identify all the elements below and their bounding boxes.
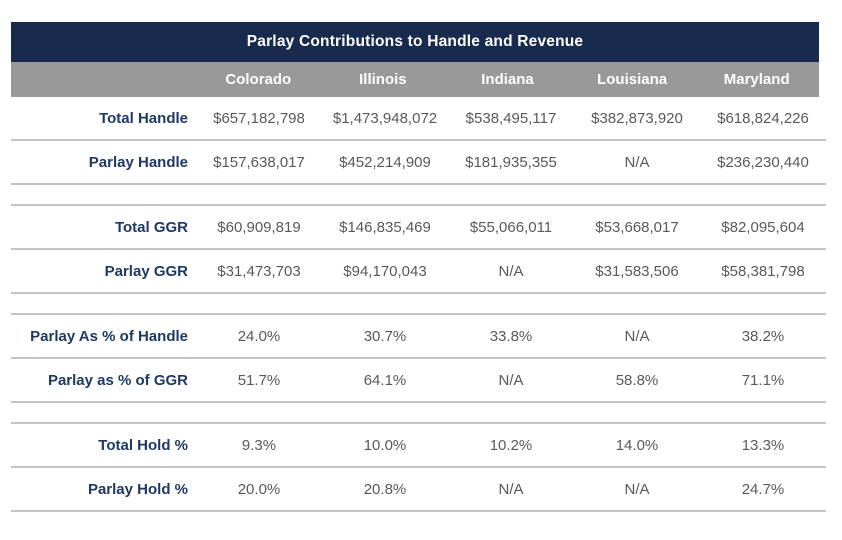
table-title: Parlay Contributions to Handle and Reven… xyxy=(246,33,584,50)
cell-value: $1,473,948,072 xyxy=(332,109,438,127)
cell-value: 14.0% xyxy=(615,436,659,454)
row-label: Parlay Handle xyxy=(88,153,188,171)
cell-value: N/A xyxy=(624,327,650,345)
cell-value: 24.0% xyxy=(237,327,281,345)
table-row-parlay-pct-handle: Parlay As % of Handle 24.0% 30.7% 33.8% … xyxy=(11,315,826,359)
cell-value: $181,935,355 xyxy=(465,153,557,171)
cell-value: 33.8% xyxy=(489,327,533,345)
table-row-total-handle: Total Handle $657,182,798 $1,473,948,072… xyxy=(11,97,826,141)
table-row-total-hold: Total Hold % 9.3% 10.0% 10.2% 14.0% 13.3… xyxy=(11,424,826,468)
cell-value: $31,583,506 xyxy=(595,262,679,280)
cell-value: $538,495,117 xyxy=(465,109,557,127)
cell-value: 30.7% xyxy=(363,327,407,345)
cell-value: 71.1% xyxy=(741,371,785,389)
cell-value: $382,873,920 xyxy=(591,109,683,127)
cell-value: $146,835,469 xyxy=(339,218,431,236)
row-label: Parlay As % of Handle xyxy=(30,327,188,345)
cell-value: N/A xyxy=(624,153,650,171)
cell-value: 20.8% xyxy=(363,480,407,498)
column-header-illinois: Illinois xyxy=(359,71,407,88)
cell-value: $82,095,604 xyxy=(721,218,805,236)
table-row-parlay-ggr: Parlay GGR $31,473,703 $94,170,043 N/A $… xyxy=(11,250,826,294)
cell-value: $55,066,011 xyxy=(469,218,553,236)
row-label: Parlay GGR xyxy=(104,262,188,280)
column-header-maryland: Maryland xyxy=(723,71,790,88)
table-row-total-ggr: Total GGR $60,909,819 $146,835,469 $55,0… xyxy=(11,206,826,250)
cell-value: $31,473,703 xyxy=(217,262,301,280)
section-spacer xyxy=(11,294,826,315)
cell-value: $94,170,043 xyxy=(343,262,427,280)
column-header-louisiana: Louisiana xyxy=(597,71,668,88)
row-label: Total GGR xyxy=(114,218,188,236)
cell-value: $60,909,819 xyxy=(217,218,301,236)
cell-value: N/A xyxy=(498,371,524,389)
cell-value: 51.7% xyxy=(237,371,281,389)
table-row-parlay-pct-ggr: Parlay as % of GGR 51.7% 64.1% N/A 58.8%… xyxy=(11,359,826,403)
row-label: Total Handle xyxy=(99,109,188,127)
column-header-colorado: Colorado xyxy=(225,71,292,88)
cell-value: N/A xyxy=(498,262,524,280)
row-label: Parlay as % of GGR xyxy=(47,371,188,389)
cell-value: N/A xyxy=(624,480,650,498)
cell-value: 9.3% xyxy=(241,436,277,454)
cell-value: $53,668,017 xyxy=(595,218,679,236)
cell-value: $236,230,440 xyxy=(717,153,809,171)
column-header-indiana: Indiana xyxy=(481,71,534,88)
section-spacer xyxy=(11,403,826,424)
column-header-row: Colorado Illinois Indiana Louisiana Mary… xyxy=(11,62,819,97)
cell-value: 24.7% xyxy=(741,480,785,498)
parlay-contributions-table: Parlay Contributions to Handle and Reven… xyxy=(11,22,826,512)
cell-value: 10.2% xyxy=(489,436,533,454)
row-label: Total Hold % xyxy=(98,436,188,454)
cell-value: N/A xyxy=(498,480,524,498)
cell-value: 13.3% xyxy=(741,436,785,454)
section-spacer xyxy=(11,185,826,206)
cell-value: $452,214,909 xyxy=(339,153,431,171)
cell-value: 64.1% xyxy=(363,371,407,389)
cell-value: 10.0% xyxy=(363,436,407,454)
cell-value: $58,381,798 xyxy=(721,262,805,280)
row-label: Parlay Hold % xyxy=(87,480,188,498)
cell-value: $618,824,226 xyxy=(717,109,809,127)
cell-value: 38.2% xyxy=(741,327,785,345)
cell-value: 58.8% xyxy=(615,371,659,389)
cell-value: $657,182,798 xyxy=(213,109,305,127)
table-row-parlay-handle: Parlay Handle $157,638,017 $452,214,909 … xyxy=(11,141,826,185)
cell-value: 20.0% xyxy=(237,480,281,498)
table-row-parlay-hold: Parlay Hold % 20.0% 20.8% N/A N/A 24.7% xyxy=(11,468,826,512)
table-title-bar: Parlay Contributions to Handle and Reven… xyxy=(11,22,819,62)
cell-value: $157,638,017 xyxy=(213,153,305,171)
